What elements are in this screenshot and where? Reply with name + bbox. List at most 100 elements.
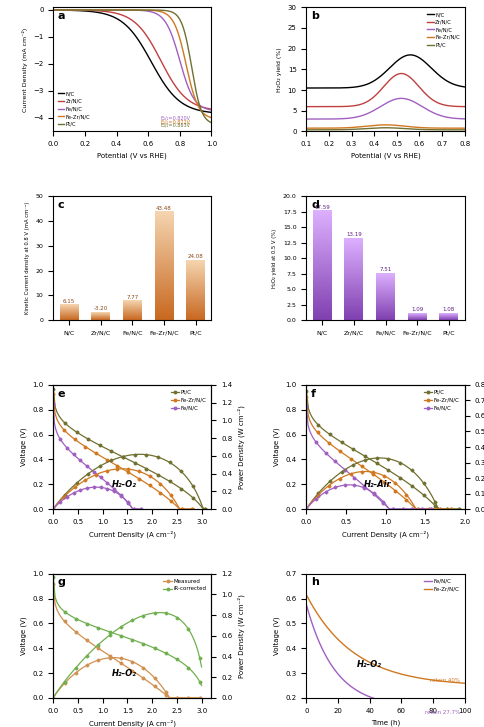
Pt/C xyxy=(209,119,214,127)
Pt/C xyxy=(372,457,378,466)
Pt/C xyxy=(409,481,415,490)
N/C xyxy=(322,84,328,92)
Text: H₂-O₂: H₂-O₂ xyxy=(112,669,137,678)
Y-axis label: Power Density (W cm⁻²): Power Density (W cm⁻²) xyxy=(238,405,245,489)
Pt/C xyxy=(141,463,147,472)
Text: E₁/₂=0.872V: E₁/₂=0.872V xyxy=(161,119,191,124)
Text: E₁/₂=0.820V: E₁/₂=0.820V xyxy=(161,116,191,121)
Fe-Zr/N/C xyxy=(50,389,56,398)
N/C xyxy=(403,52,409,60)
Measured xyxy=(183,694,189,702)
Line: Pt/C: Pt/C xyxy=(52,387,208,510)
Pt/C xyxy=(78,6,84,15)
Fe-Zr/N/C xyxy=(144,6,150,15)
Fe-Zr/N/C xyxy=(209,113,214,122)
Fe-Zr/N/C xyxy=(393,486,398,495)
N/C xyxy=(366,79,372,88)
Pt/C xyxy=(462,126,468,134)
Pt/C xyxy=(418,125,424,134)
X-axis label: Potential (V vs RHE): Potential (V vs RHE) xyxy=(350,153,421,159)
Fe-Zr/N/C xyxy=(322,124,328,132)
Legend: Measured, iR-corrected: Measured, iR-corrected xyxy=(161,577,209,594)
Fe/N/C xyxy=(50,6,56,15)
Y-axis label: H₂O₂ yield (%): H₂O₂ yield (%) xyxy=(277,47,282,92)
Fe-Zr/N/C xyxy=(379,664,385,672)
Pt/C xyxy=(122,6,128,15)
Fe-Zr/N/C xyxy=(458,678,464,687)
Text: b: b xyxy=(311,11,319,21)
Fe/N/C xyxy=(91,6,97,15)
Fe/N/C xyxy=(385,504,391,513)
Y-axis label: H₂O₂ yield at 0.5 V (%): H₂O₂ yield at 0.5 V (%) xyxy=(272,228,277,288)
Fe/N/C xyxy=(398,94,404,103)
Zr/N/C xyxy=(209,105,214,113)
N/C xyxy=(462,83,468,92)
Fe-Zr/N/C xyxy=(450,505,455,513)
Pt/C xyxy=(303,387,309,395)
Fe-Zr/N/C xyxy=(355,123,361,132)
Text: H₂-O₂: H₂-O₂ xyxy=(112,480,137,489)
Fe-Zr/N/C xyxy=(404,122,409,131)
Fe/N/C xyxy=(156,11,162,20)
Fe-Zr/N/C xyxy=(191,505,197,513)
Pt/C xyxy=(186,490,192,499)
Fe-Zr/N/C xyxy=(418,123,424,132)
Line: Fe/N/C: Fe/N/C xyxy=(305,405,434,510)
Fe/N/C xyxy=(303,401,309,410)
Pt/C xyxy=(382,124,388,132)
Pt/C xyxy=(436,505,442,513)
Text: h: h xyxy=(311,577,319,587)
Fe-Zr/N/C xyxy=(398,670,404,678)
Fe-Zr/N/C xyxy=(141,478,147,486)
Pt/C xyxy=(169,8,175,17)
Text: d: d xyxy=(311,200,319,210)
Pt/C xyxy=(155,470,161,479)
Zr/N/C xyxy=(144,31,150,40)
Fe-Zr/N/C xyxy=(113,460,119,469)
Pt/C xyxy=(322,126,328,134)
Line: Fe/N/C: Fe/N/C xyxy=(53,10,212,110)
Fe-Zr/N/C xyxy=(303,590,309,599)
Fe-Zr/N/C xyxy=(435,505,441,513)
N/C xyxy=(156,71,162,80)
Fe/N/C xyxy=(50,399,56,408)
Pt/C xyxy=(403,478,409,486)
Fe-Zr/N/C xyxy=(398,491,404,499)
iR-corrected xyxy=(198,681,204,690)
Line: Zr/N/C: Zr/N/C xyxy=(306,73,465,107)
Measured xyxy=(138,672,144,681)
Pt/C xyxy=(50,6,56,15)
Fe/N/C xyxy=(103,478,109,486)
Line: Measured: Measured xyxy=(52,582,203,699)
Text: H₂-Air: H₂-Air xyxy=(364,480,392,489)
Zr/N/C xyxy=(462,103,468,111)
Fe-Zr/N/C xyxy=(136,474,142,483)
Fe/N/C xyxy=(387,505,393,513)
Zr/N/C xyxy=(122,12,128,20)
Pt/C xyxy=(366,124,372,133)
Text: f: f xyxy=(311,389,316,398)
Text: retain 27.7%: retain 27.7% xyxy=(424,710,460,715)
Fe/N/C xyxy=(389,699,395,707)
Fe/N/C xyxy=(417,505,423,513)
Text: 43.48: 43.48 xyxy=(156,206,172,211)
Fe/N/C xyxy=(105,478,110,487)
iR-corrected xyxy=(50,573,56,582)
Fe/N/C xyxy=(169,32,175,41)
Measured xyxy=(151,682,157,691)
Pt/C xyxy=(395,472,401,481)
Fe-Zr/N/C xyxy=(175,503,181,512)
Text: E₁/₂=0.883V: E₁/₂=0.883V xyxy=(161,123,191,128)
Line: Zr/N/C: Zr/N/C xyxy=(53,10,212,109)
N/C xyxy=(418,55,424,63)
Pt/C xyxy=(149,467,155,476)
Pt/C xyxy=(202,505,208,513)
Fe-Zr/N/C xyxy=(366,121,372,130)
Legend: Pt/C, Fe-Zr/N/C, Fe/N/C: Pt/C, Fe-Zr/N/C, Fe/N/C xyxy=(168,387,209,413)
Fe/N/C xyxy=(129,504,135,513)
Line: Fe-Zr/N/C: Fe-Zr/N/C xyxy=(52,393,196,510)
Fe/N/C xyxy=(122,6,128,15)
Fe-Zr/N/C xyxy=(368,468,374,477)
Fe/N/C xyxy=(108,481,114,490)
Pt/C xyxy=(50,385,56,393)
